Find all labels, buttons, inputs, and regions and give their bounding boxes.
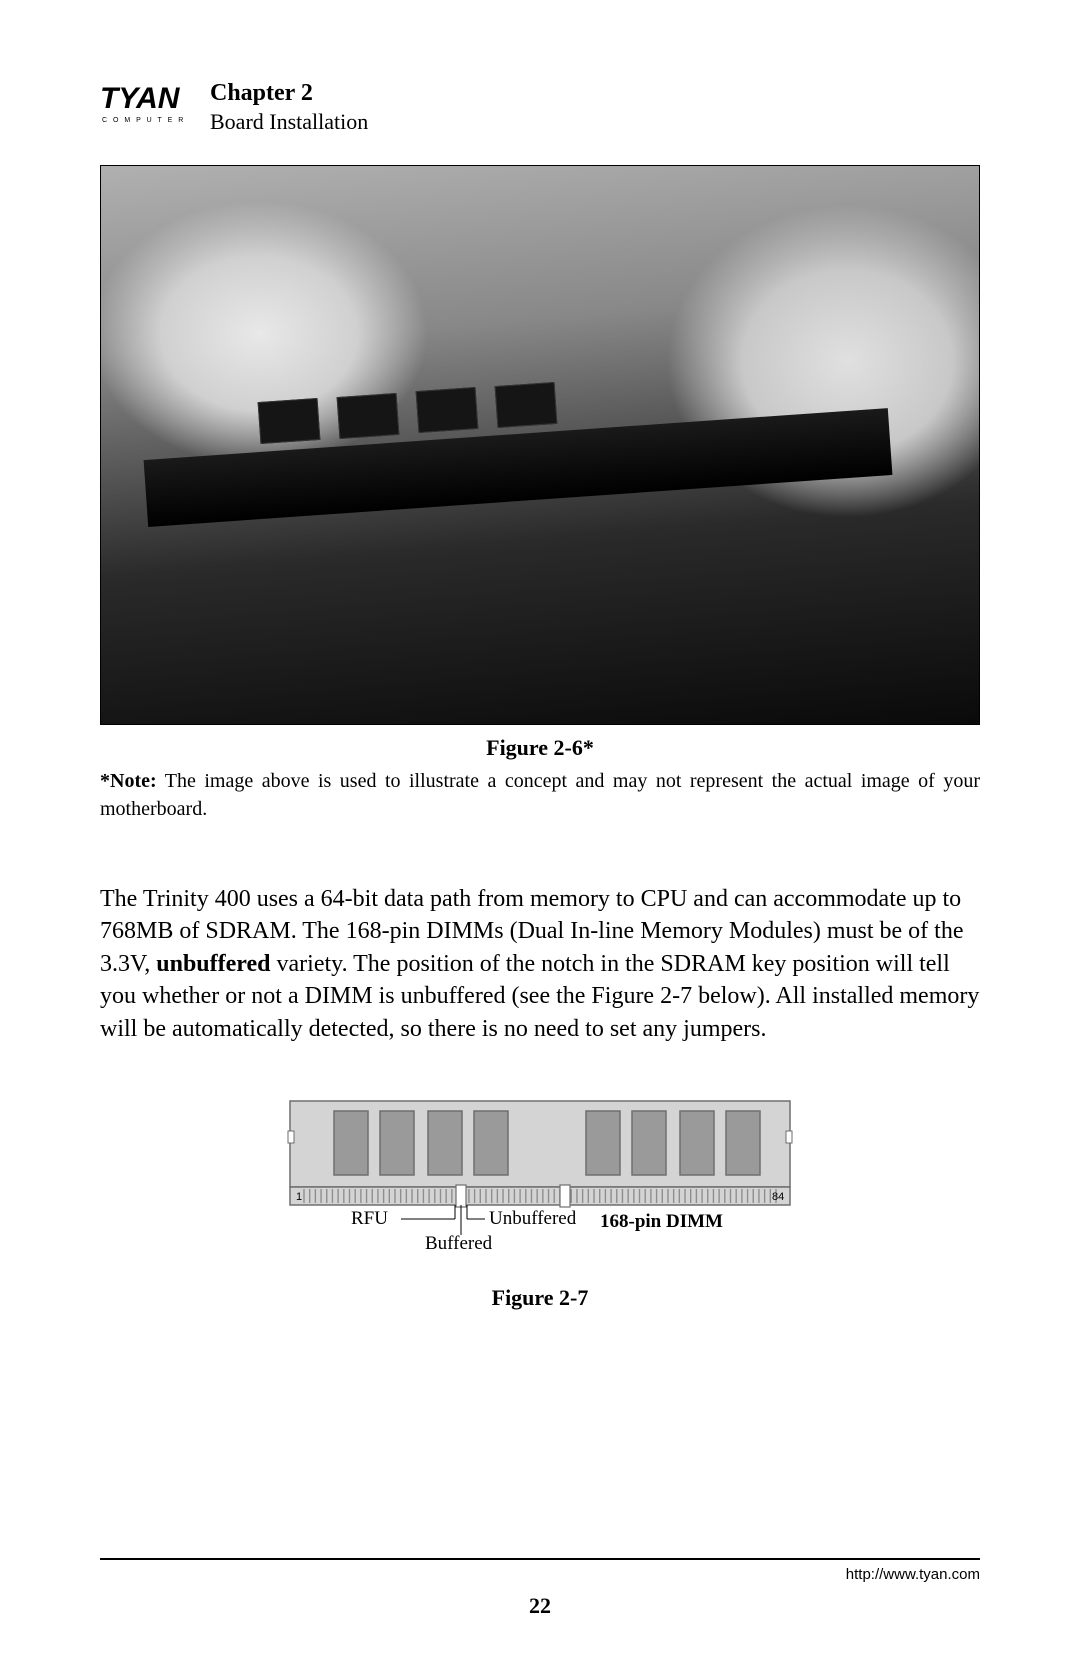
figure-2-7-caption: Figure 2-7 — [250, 1285, 830, 1311]
chapter-title: Chapter 2 — [210, 80, 368, 107]
figure-2-6-caption: Figure 2-6* — [100, 735, 980, 761]
svg-text:168-pin DIMM: 168-pin DIMM — [600, 1211, 723, 1232]
header-text: Chapter 2 Board Installation — [210, 80, 368, 135]
figure-2-7: 1 84 RFU Unbuffered Buffered 168-pin DIMM Fig… — [250, 1095, 830, 1311]
note-label: *Note: — [100, 770, 157, 792]
svg-text:1: 1 — [296, 1191, 302, 1203]
page-footer: http://www.tyan.com 22 — [100, 1558, 980, 1619]
chapter-subtitle: Board Installation — [210, 109, 368, 135]
photo-chip — [416, 387, 479, 433]
svg-text:Unbuffered: Unbuffered — [489, 1208, 577, 1229]
page-number: 22 — [100, 1593, 980, 1619]
figure-2-6-image — [100, 165, 980, 725]
svg-text:RFU: RFU — [351, 1208, 388, 1229]
svg-text:Buffered: Buffered — [425, 1233, 493, 1254]
body-bold: unbuffered — [156, 951, 270, 977]
body-paragraph: The Trinity 400 uses a 64-bit data path … — [100, 883, 980, 1045]
photo-chip — [495, 382, 558, 428]
tyan-logo: TYAN C O M P U T E R — [100, 80, 200, 131]
dimm-diagram: 1 84 RFU Unbuffered Buffered 168-pin DIMM — [260, 1095, 820, 1265]
svg-text:84: 84 — [772, 1191, 784, 1203]
footer-url: http://www.tyan.com — [100, 1566, 980, 1583]
photo-chip — [337, 393, 400, 439]
logo-text-svg: TYAN — [100, 82, 181, 115]
figure-2-6-note: *Note: The image above is used to illust… — [100, 767, 980, 823]
photo-chip — [258, 398, 321, 444]
page-header: TYAN C O M P U T E R Chapter 2 Board Ins… — [100, 80, 980, 135]
note-text: The image above is used to illustrate a … — [100, 770, 980, 820]
logo-sub-svg: C O M P U T E R — [102, 117, 185, 124]
